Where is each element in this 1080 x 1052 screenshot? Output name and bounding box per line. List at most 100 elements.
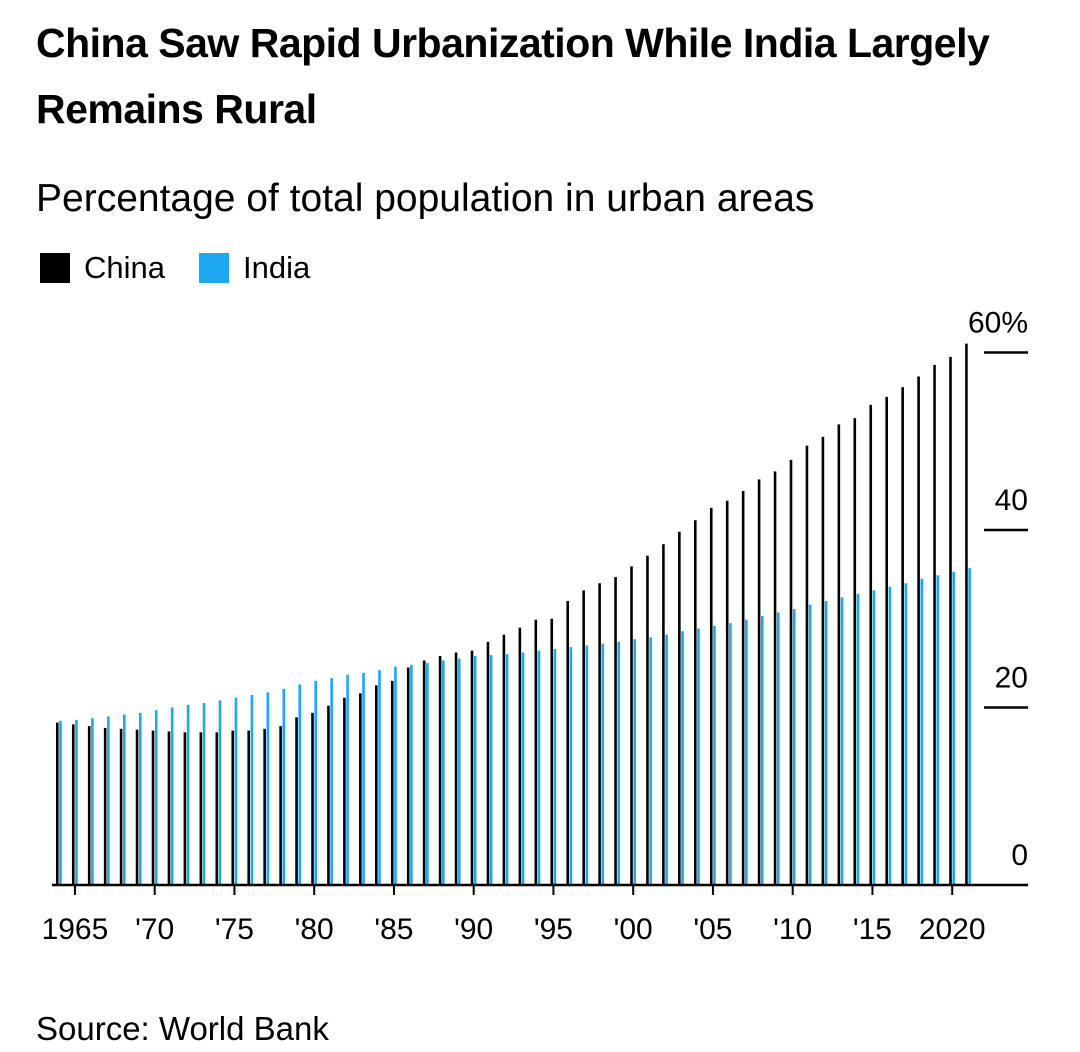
bar-china-1977	[263, 728, 266, 885]
bar-china-1985	[390, 680, 394, 885]
bar-india-2020	[952, 571, 955, 885]
bar-china-2018	[917, 376, 920, 885]
x-tick-label-2015: '15	[853, 913, 892, 946]
bar-india-2001	[649, 637, 652, 885]
bar-india-1969	[138, 712, 142, 885]
bar-india-1974	[218, 700, 222, 885]
bar-china-1973	[199, 732, 203, 885]
bar-china-1999	[614, 577, 617, 885]
bar-china-2017	[901, 387, 904, 885]
y-tick-label-60: 60%	[968, 307, 1028, 340]
bar-china-2021	[965, 343, 968, 885]
legend-label-china: China	[84, 250, 165, 285]
bar-china-1997	[582, 590, 585, 885]
bar-china-1994	[534, 619, 538, 885]
x-tick-label-1965: 1965	[42, 913, 109, 946]
bar-china-2003	[678, 531, 681, 885]
bar-india-1996	[569, 647, 573, 885]
bar-china-1986	[406, 667, 410, 885]
y-tick-label-0: 0	[1011, 839, 1028, 872]
bar-india-1984	[378, 670, 381, 885]
bar-india-1986	[410, 664, 413, 885]
bar-china-1989	[454, 652, 458, 885]
bar-india-2005	[713, 625, 716, 885]
bar-india-1967	[107, 716, 110, 885]
bar-india-1979	[298, 684, 302, 885]
bar-china-1988	[438, 656, 442, 885]
bar-india-2008	[761, 616, 764, 885]
bar-china-1982	[343, 697, 346, 885]
bar-india-2018	[920, 578, 924, 885]
x-tick-label-1980: '80	[295, 913, 334, 946]
bar-china-1971	[167, 731, 171, 885]
bar-china-2008	[757, 479, 761, 885]
bar-china-1966	[87, 726, 91, 885]
legend-label-india: India	[243, 250, 311, 285]
bar-china-1992	[502, 634, 506, 885]
bar-india-1987	[426, 663, 429, 885]
y-axis: 0 20 40 60%	[968, 307, 1028, 872]
bar-india-2021	[968, 568, 971, 885]
bar-india-2006	[729, 623, 732, 885]
bar-china-2020	[949, 356, 952, 885]
bar-india-1981	[330, 678, 333, 885]
bar-india-1964	[59, 720, 62, 885]
bar-china-1969	[135, 729, 139, 885]
bar-india-1970	[154, 710, 158, 885]
bar-india-1992	[505, 654, 509, 885]
bar-india-1975	[234, 697, 238, 885]
x-tick-label-1990: '90	[454, 913, 493, 946]
bar-india-2007	[745, 619, 748, 885]
bar-india-2011	[808, 604, 812, 885]
bar-india-1989	[457, 658, 461, 885]
bar-india-1998	[601, 643, 605, 885]
bar-india-1980	[314, 680, 317, 885]
bar-series	[56, 343, 971, 885]
bar-china-1970	[151, 730, 155, 885]
legend-swatch-india	[199, 253, 229, 283]
bar-india-1993	[521, 652, 525, 885]
bar-india-2009	[776, 612, 780, 885]
bar-china-2015	[869, 404, 873, 885]
bar-india-1973	[202, 703, 206, 885]
bar-china-2012	[821, 436, 825, 885]
bar-india-1999	[617, 641, 621, 885]
bar-china-2002	[662, 544, 665, 885]
bar-india-2014	[856, 593, 860, 885]
bar-china-1995	[550, 618, 554, 885]
bar-china-2011	[805, 445, 809, 885]
bar-china-2009	[773, 471, 777, 885]
bar-india-2013	[840, 597, 844, 885]
bar-india-1977	[266, 692, 270, 885]
bar-china-1996	[566, 601, 569, 885]
source-note: Source: World Bank	[36, 1010, 329, 1047]
chart-title: China Saw Rapid Urbanization While India…	[36, 20, 990, 132]
bar-china-1990	[470, 650, 474, 885]
y-tick-label-20: 20	[995, 662, 1028, 695]
bar-china-1975	[231, 730, 235, 885]
y-tick-label-40: 40	[995, 484, 1028, 517]
bar-china-1964	[56, 722, 59, 885]
bar-india-1972	[186, 704, 190, 885]
bar-china-2014	[853, 418, 857, 885]
x-tick-label-2000: '00	[614, 913, 653, 946]
bar-china-2007	[741, 490, 745, 885]
bar-india-1991	[489, 655, 493, 885]
bar-china-2004	[694, 520, 697, 885]
bar-china-2019	[933, 364, 936, 885]
bar-china-1983	[359, 693, 362, 885]
bar-china-1968	[119, 728, 123, 885]
bar-china-1984	[375, 685, 378, 885]
x-axis: 1965 '70 '75 '80 '85 '90 '95 '00 '05 '10 '15 2020	[42, 883, 1028, 946]
bar-china-1967	[103, 727, 107, 885]
bar-china-2013	[837, 424, 841, 885]
bar-india-2004	[697, 628, 700, 885]
legend: China India	[40, 246, 344, 290]
bar-india-1968	[123, 714, 126, 885]
x-tick-label-1995: '95	[534, 913, 573, 946]
bar-india-1983	[362, 672, 365, 885]
bar-india-1990	[473, 656, 477, 885]
legend-swatch-china	[40, 253, 70, 283]
chart-subtitle: Percentage of total population in urban …	[36, 177, 815, 220]
bar-india-1988	[442, 660, 445, 885]
